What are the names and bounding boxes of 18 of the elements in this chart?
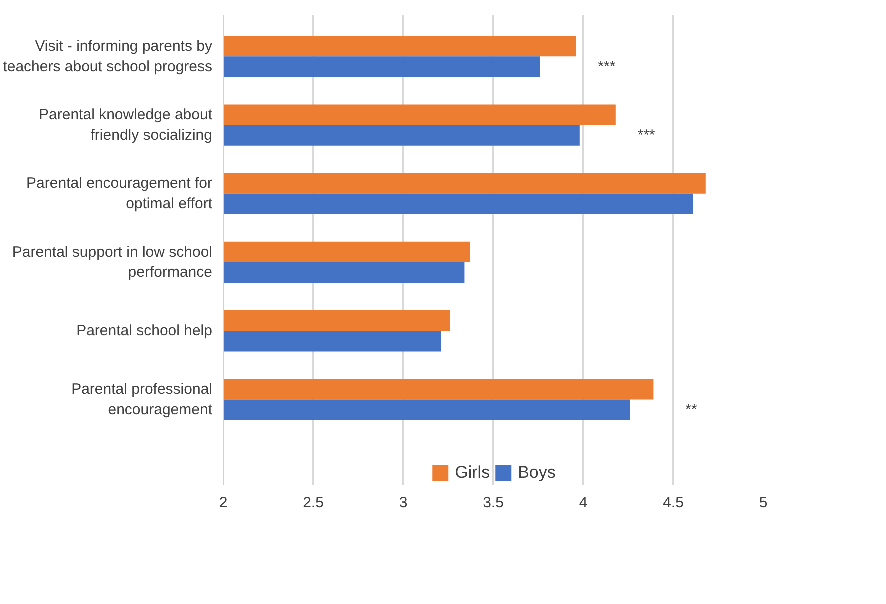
y-tick-label: Parental school help — [76, 322, 213, 340]
x-tick-label: 2 — [219, 494, 228, 512]
annotation: *** — [598, 58, 616, 76]
x-tick-label: 3.5 — [483, 494, 504, 512]
legend-label: Boys — [518, 463, 556, 483]
legend-label: Girls — [455, 463, 490, 483]
x-tick-label: 4 — [579, 494, 588, 512]
y-tick-label: Parental encouragement for optimal effort — [26, 175, 214, 213]
annotation: *** — [638, 127, 656, 144]
y-tick-label: Parental support in low school performance — [12, 244, 213, 282]
x-tick-label: 2.5 — [303, 494, 324, 512]
y-tick-label: Parental professional encouragement — [72, 381, 214, 418]
x-tick-label: 3 — [399, 494, 408, 512]
y-tick-label: Parental knowledge about friendly socializing — [39, 106, 214, 144]
x-tick-label: 4.5 — [663, 494, 684, 512]
annotation: ** — [686, 402, 698, 419]
x-tick-label: 5 — [759, 494, 768, 512]
y-tick-label: Visit - informing parents by teachers about school progress — [3, 38, 213, 76]
